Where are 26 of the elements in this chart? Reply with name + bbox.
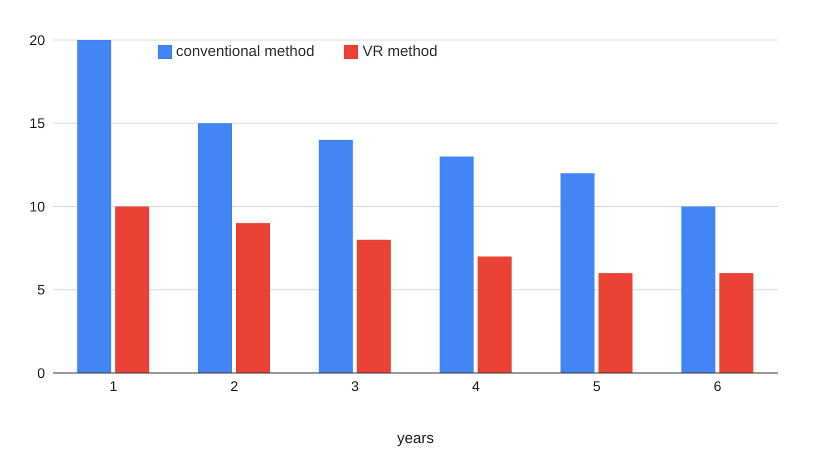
bar <box>478 256 512 373</box>
bar <box>77 40 112 373</box>
x-axis-title: years <box>397 430 434 447</box>
y-tick-label: 15 <box>29 115 46 132</box>
bar <box>560 173 594 373</box>
legend-label: conventional method <box>176 43 314 60</box>
legend-label: VR method <box>362 43 438 60</box>
bar <box>719 273 754 373</box>
y-tick-label: 0 <box>37 364 46 381</box>
x-tick-label: 5 <box>592 378 601 394</box>
bar <box>198 123 232 373</box>
x-tick-label: 3 <box>351 378 360 394</box>
bar <box>115 206 150 373</box>
bar <box>681 206 716 373</box>
bar <box>598 273 632 373</box>
bar <box>236 223 270 373</box>
bar <box>318 140 353 373</box>
bar <box>356 240 391 373</box>
x-tick-label: 1 <box>110 378 118 394</box>
x-tick-label: 2 <box>230 378 238 394</box>
y-tick-label: 10 <box>29 198 46 214</box>
x-tick-label: 6 <box>714 378 722 394</box>
x-tick-label: 4 <box>472 378 480 394</box>
y-tick-label: 5 <box>37 282 46 298</box>
y-tick-label: 20 <box>29 32 46 48</box>
bar <box>440 156 474 373</box>
